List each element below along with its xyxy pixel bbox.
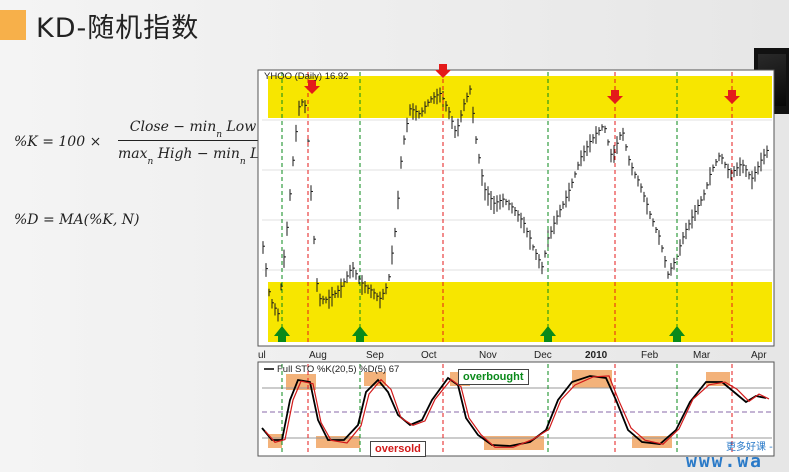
x-axis: ul Aug Sep Oct Nov Dec 2010 Feb Mar Apr: [258, 350, 767, 361]
x-axis-label: ul: [258, 350, 266, 361]
x-axis-label: 2010: [585, 350, 608, 361]
overbought-zone: [572, 370, 612, 388]
k-formula-numerator: Close − minn Low: [129, 119, 257, 140]
title-accent-block: [0, 10, 26, 40]
stochastic-legend: Full STO %K(20,5) %D(5) 67: [277, 364, 399, 375]
x-axis-label: Apr: [751, 350, 767, 361]
k-formula-lhs: %K = 100 ×: [14, 134, 102, 150]
buy-arrow-icon: [540, 326, 556, 342]
x-axis-label: Dec: [534, 350, 552, 361]
price-bars: [262, 85, 769, 322]
buy-arrow-icon: [669, 326, 685, 342]
oversold-label: oversold: [370, 441, 426, 457]
signal-lines: [281, 72, 733, 344]
buy-arrow-icon: [274, 326, 290, 342]
price-grid: [262, 119, 772, 271]
price-chart-label: YHOO (Daily) 16.92: [264, 71, 348, 82]
overbought-band: [268, 76, 772, 118]
x-axis-label: Mar: [693, 350, 711, 361]
sell-arrow-icon: [304, 80, 320, 94]
sell-arrow-icon: [607, 90, 623, 104]
buy-arrow-icon: [352, 326, 368, 342]
x-axis-label: Oct: [421, 350, 437, 361]
k-formula: %K = 100 × Close − minn Low maxn High − …: [14, 116, 280, 176]
page-title: KD-随机指数: [36, 13, 200, 44]
overbought-label: overbought: [458, 369, 529, 385]
x-axis-label: Feb: [641, 350, 659, 361]
signal-arrows: [274, 64, 740, 342]
watermark-url: www.wa: [686, 451, 764, 472]
oversold-zone: [484, 436, 544, 450]
d-formula: %D = MA(%K, N): [14, 212, 140, 228]
oversold-band: [268, 282, 772, 342]
x-axis-label: Sep: [366, 350, 384, 361]
stochastic-signal-lines: [281, 364, 733, 454]
stochastic-d-line: [261, 375, 767, 447]
sell-arrow-icon: [724, 90, 740, 104]
stochastic-k-line: [264, 375, 770, 448]
x-axis-label: Aug: [309, 350, 327, 361]
fraction-bar: [118, 140, 268, 141]
sell-arrow-icon: [435, 64, 451, 78]
watermark-text: 更多好课 -: [726, 442, 773, 453]
overbought-zone: [706, 372, 730, 386]
x-axis-label: Nov: [479, 350, 497, 361]
